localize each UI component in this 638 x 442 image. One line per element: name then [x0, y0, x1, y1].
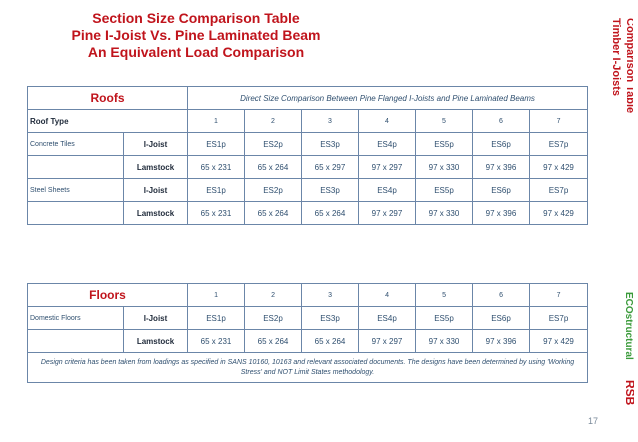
lamstock-size: 65 x 231	[187, 329, 246, 353]
roofs-table: Roofs Direct Size Comparison Between Pin…	[27, 86, 589, 225]
roof-type-label: Roof Type	[27, 109, 188, 133]
column-number: 6	[472, 109, 530, 133]
roof-type-name: Steel Sheets	[27, 178, 124, 202]
floors-header-row: Floors 1 2 3 4 5 6 7	[26, 283, 589, 307]
floor-type-blank	[27, 329, 124, 353]
lamstock-size: 97 x 330	[415, 155, 473, 179]
ijoist-size: ES6p	[472, 132, 530, 156]
rsb-logo-text: RSB	[623, 380, 634, 406]
roof-type-blank	[27, 201, 124, 225]
table-row: Lamstock 65 x 231 65 x 264 65 x 264 97 x…	[27, 329, 589, 353]
column-number: 1	[187, 283, 246, 307]
column-number: 5	[415, 109, 473, 133]
title-line-3: An Equivalent Load Comparison	[87, 44, 305, 60]
ijoist-size: ES4p	[358, 306, 417, 330]
lamstock-size: 65 x 231	[187, 201, 245, 225]
lamstock-size: 97 x 429	[528, 155, 589, 179]
page-title: Section Size Comparison Table Pine I-Joi…	[10, 10, 382, 61]
lamstock-size: 97 x 297	[358, 201, 416, 225]
lamstock-size: 65 x 264	[301, 329, 360, 353]
floor-type-name: Domestic Floors	[27, 306, 124, 330]
column-number: 4	[358, 109, 416, 133]
eco-logo-text: ECOstructural	[623, 292, 634, 360]
title-line-1: Section Size Comparison Table	[92, 10, 300, 26]
ijoist-size: ES6p	[472, 178, 530, 202]
table-row: Lamstock 65 x 231 65 x 264 65 x 297 97 x…	[27, 155, 589, 179]
floors-section-label: Floors	[26, 283, 189, 307]
table-row: Steel Sheets I-Joist ES1p ES2p ES3p ES4p…	[27, 178, 589, 202]
ijoist-label: I-Joist	[122, 306, 189, 330]
lamstock-size: 97 x 396	[472, 201, 530, 225]
title-line-2: Pine I-Joist Vs. Pine Laminated Beam	[71, 27, 321, 43]
column-number: 4	[358, 283, 417, 307]
ijoist-size: ES1p	[187, 306, 246, 330]
ijoist-size: ES5p	[415, 178, 473, 202]
roofs-heading: Direct Size Comparison Between Pine Flan…	[186, 86, 589, 110]
column-number: 3	[301, 109, 359, 133]
roofs-header-row: Roofs Direct Size Comparison Between Pin…	[27, 86, 589, 110]
side-title-line-1: Timber I-Joists	[610, 18, 622, 96]
lamstock-size: 65 x 264	[244, 155, 302, 179]
lamstock-label: Lamstock	[123, 155, 188, 179]
lamstock-size: 97 x 330	[415, 201, 473, 225]
ecostructural-logo: ECOstructural	[612, 292, 634, 372]
ijoist-size: ES7p	[528, 132, 589, 156]
roofs-section-label: Roofs	[27, 86, 188, 110]
column-number: 2	[244, 283, 303, 307]
ijoist-size: ES5p	[415, 306, 474, 330]
column-number: 7	[529, 283, 589, 307]
lamstock-label: Lamstock	[122, 329, 189, 353]
table-row: Concrete Tiles I-Joist ES1p ES2p ES3p ES…	[27, 132, 589, 156]
lamstock-size: 65 x 264	[244, 201, 302, 225]
lamstock-size: 97 x 396	[472, 329, 531, 353]
floors-table: Floors 1 2 3 4 5 6 7 Domestic Floors I-J…	[26, 283, 589, 383]
column-number: 5	[415, 283, 474, 307]
ijoist-label: I-Joist	[123, 132, 188, 156]
roofs-columns-row: Roof Type 1 2 3 4 5 6 7	[27, 109, 589, 133]
lamstock-size: 97 x 429	[528, 201, 589, 225]
side-title: Timber I-Joists Comparison Table	[601, 18, 633, 168]
column-number: 6	[472, 283, 531, 307]
side-title-line-2: Comparison Table	[624, 18, 633, 113]
lamstock-size: 97 x 429	[529, 329, 589, 353]
page-number: 17	[588, 416, 599, 426]
column-number: 7	[528, 109, 589, 133]
ijoist-size: ES4p	[358, 178, 416, 202]
roof-type-name: Concrete Tiles	[27, 132, 124, 156]
column-number: 2	[244, 109, 302, 133]
ijoist-size: ES2p	[244, 132, 302, 156]
table-row: Lamstock 65 x 231 65 x 264 65 x 264 97 x…	[27, 201, 589, 225]
lamstock-size: 97 x 330	[415, 329, 474, 353]
ijoist-size: ES7p	[528, 178, 589, 202]
ijoist-label: I-Joist	[123, 178, 188, 202]
ijoist-size: ES7p	[529, 306, 589, 330]
ijoist-size: ES1p	[187, 132, 245, 156]
note-row: Design criteria has been taken from load…	[26, 352, 589, 383]
ijoist-size: ES6p	[472, 306, 531, 330]
column-number: 1	[187, 109, 245, 133]
ijoist-size: ES3p	[301, 306, 360, 330]
design-criteria-note: Design criteria has been taken from load…	[26, 352, 589, 383]
ijoist-size: ES4p	[358, 132, 416, 156]
ijoist-size: ES5p	[415, 132, 473, 156]
lamstock-size: 65 x 264	[244, 329, 303, 353]
rsb-logo: RSB	[612, 380, 637, 416]
column-number: 3	[301, 283, 360, 307]
ijoist-size: ES2p	[244, 178, 302, 202]
ijoist-size: ES3p	[301, 178, 359, 202]
table-row: Domestic Floors I-Joist ES1p ES2p ES3p E…	[27, 306, 589, 330]
lamstock-size: 65 x 231	[187, 155, 245, 179]
lamstock-size: 97 x 396	[472, 155, 530, 179]
lamstock-size: 65 x 264	[301, 201, 359, 225]
lamstock-size: 97 x 297	[358, 155, 416, 179]
ijoist-size: ES1p	[187, 178, 245, 202]
lamstock-size: 65 x 297	[301, 155, 359, 179]
lamstock-label: Lamstock	[123, 201, 188, 225]
roof-type-blank	[27, 155, 124, 179]
ijoist-size: ES3p	[301, 132, 359, 156]
ijoist-size: ES2p	[244, 306, 303, 330]
lamstock-size: 97 x 297	[358, 329, 417, 353]
